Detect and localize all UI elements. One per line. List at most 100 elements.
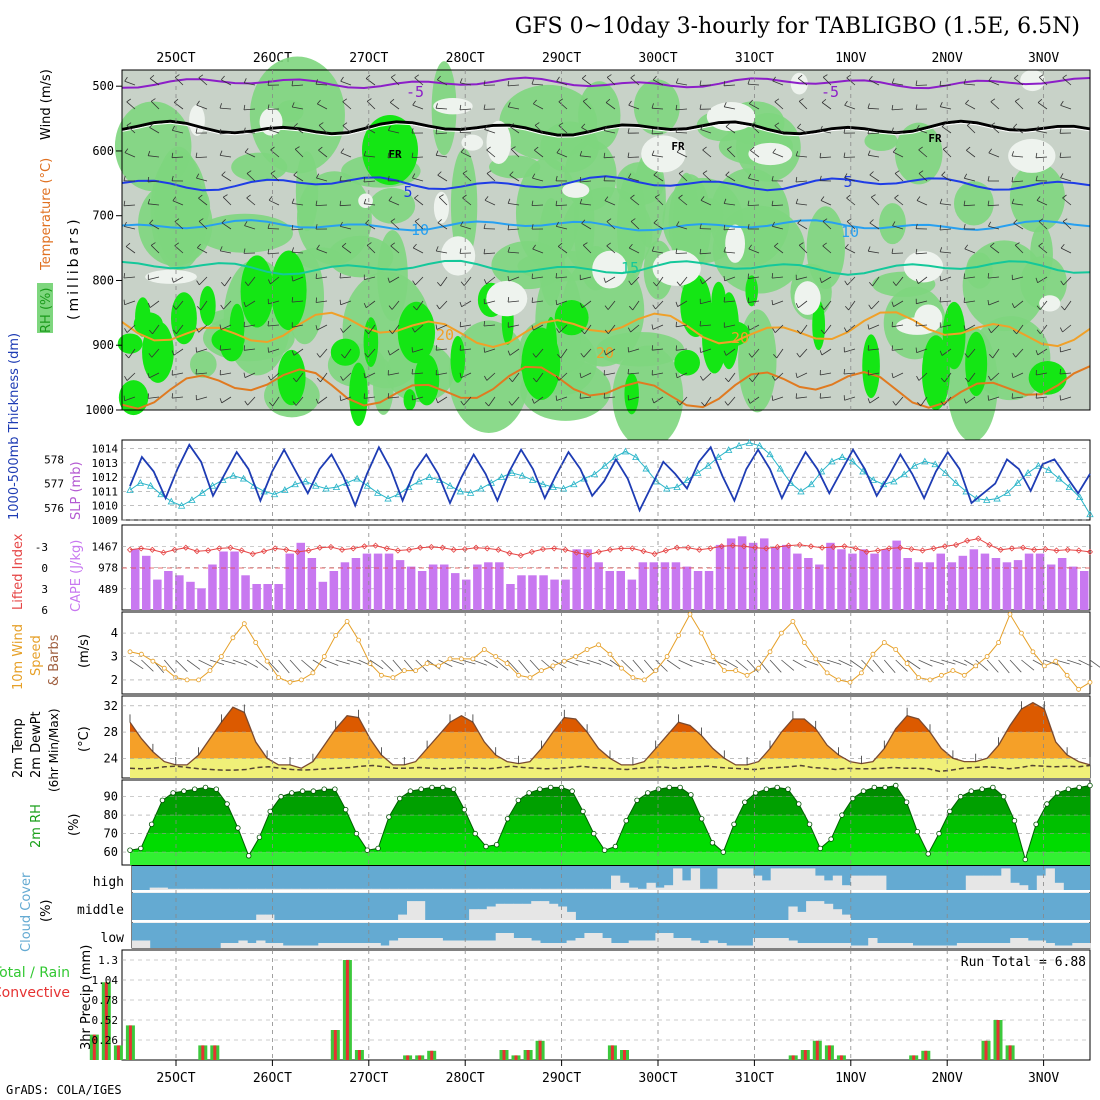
rh2m-point <box>763 786 770 792</box>
wind-barb-flag <box>605 98 611 103</box>
wind-barb <box>365 223 376 230</box>
cloud-bar <box>575 888 585 890</box>
rh-axis-label: RH (%) <box>39 288 54 333</box>
li-point <box>1019 544 1027 551</box>
slp-point <box>415 477 423 485</box>
cloud-bar <box>611 875 621 890</box>
wind-barb <box>1062 221 1072 230</box>
wind-barb-flag <box>867 150 871 156</box>
rh2m-point <box>127 847 133 853</box>
wind-barb-flag <box>628 243 633 249</box>
cloud-bar <box>273 943 284 948</box>
wind10m-barb <box>244 659 258 668</box>
wind-barb-flag <box>676 148 681 153</box>
wind-barb <box>940 106 952 110</box>
wind-barb-flag <box>485 402 489 407</box>
cloud-bar <box>415 938 426 948</box>
cloud-bar <box>300 945 310 948</box>
wind10m-barb <box>587 659 602 665</box>
wind-barb-flag <box>269 402 273 407</box>
rh2m-point <box>310 788 317 794</box>
wind-barb <box>126 324 136 333</box>
li-point <box>361 543 368 550</box>
wind-barb <box>939 228 952 231</box>
wind-barb-flag <box>1038 218 1044 222</box>
li-point <box>171 546 178 553</box>
wind-barb <box>725 174 736 182</box>
wind-barb-flag <box>291 350 295 356</box>
cloud-bar <box>495 933 505 948</box>
rh2m-point <box>645 790 651 796</box>
cloud-bar <box>575 938 585 948</box>
wind-barb <box>151 348 160 358</box>
wind-barb-flag <box>747 224 750 230</box>
wind-barb-flag <box>676 400 681 406</box>
wind-barb-flag <box>363 302 367 308</box>
precip-convective-bar <box>803 1050 807 1060</box>
wind10m-barb <box>1021 659 1035 671</box>
wind-barb-flag <box>532 353 537 358</box>
wind-barb-flag <box>388 305 393 310</box>
wind-barb-flag <box>869 171 874 176</box>
wind-barb <box>245 300 256 308</box>
wind-barb <box>148 155 160 158</box>
slp-point <box>332 483 341 491</box>
wind-barb-flag <box>436 281 441 287</box>
wind-barb-flag <box>941 122 947 127</box>
rh2m-point <box>569 788 575 794</box>
wind-barb-flag <box>750 146 755 151</box>
cloud-bar <box>974 943 984 948</box>
cloud-bar <box>220 888 230 890</box>
wind-barb <box>390 221 400 230</box>
rh2m-point <box>634 797 640 803</box>
cloud-bar <box>832 875 843 890</box>
thickness-line <box>129 443 1091 513</box>
wind-barb-flag <box>723 80 726 86</box>
wind-barb-flag <box>844 305 849 311</box>
wind-barb <box>387 156 400 159</box>
cape-bar <box>131 549 140 610</box>
wind-barb <box>149 78 160 86</box>
slp-point <box>497 473 506 481</box>
precip-convective-bar <box>623 1050 626 1060</box>
slp-point <box>580 474 588 482</box>
top-axis-tick-label: 30OCT <box>638 51 677 66</box>
cloud-bar <box>823 880 834 890</box>
wind-barb-flag <box>916 196 921 201</box>
wind-barb <box>894 197 904 206</box>
cloud-bar <box>362 943 372 948</box>
wind-barb-flag <box>244 281 249 286</box>
wind-barb-flag <box>243 301 246 307</box>
wind10m-point <box>161 665 167 671</box>
slp-point <box>146 481 155 489</box>
wind-barb-flag <box>725 123 730 127</box>
wind-barb-flag <box>891 127 894 133</box>
li-point <box>651 550 658 558</box>
wind-barb <box>988 80 1000 86</box>
cloud-bar <box>602 938 612 948</box>
cloud-bar <box>158 887 168 890</box>
wind-barb-flag <box>483 223 486 229</box>
wind10m-point <box>527 675 533 680</box>
wind10m-point <box>687 611 693 617</box>
slp-point <box>683 476 692 483</box>
wind-barb <box>412 104 424 110</box>
wind-barb <box>606 221 616 230</box>
cape-bar <box>737 536 747 610</box>
wind-barb <box>797 78 808 86</box>
wind10m-barb <box>827 659 842 665</box>
wind-barb-flag <box>459 104 462 110</box>
li-point <box>986 541 993 548</box>
cloud-bar <box>602 888 612 890</box>
slp-point <box>1055 474 1063 482</box>
cloud-bar <box>1081 943 1091 948</box>
contour-label: 10 <box>841 223 859 241</box>
wind-barb <box>534 149 544 158</box>
cape-bar <box>406 566 416 610</box>
cloud-bar <box>540 901 550 920</box>
wind-barb-flag <box>988 221 992 227</box>
wind-barb <box>1012 203 1024 206</box>
t2m-unit-label: (°C) <box>77 726 92 752</box>
wind-barb <box>244 82 256 86</box>
